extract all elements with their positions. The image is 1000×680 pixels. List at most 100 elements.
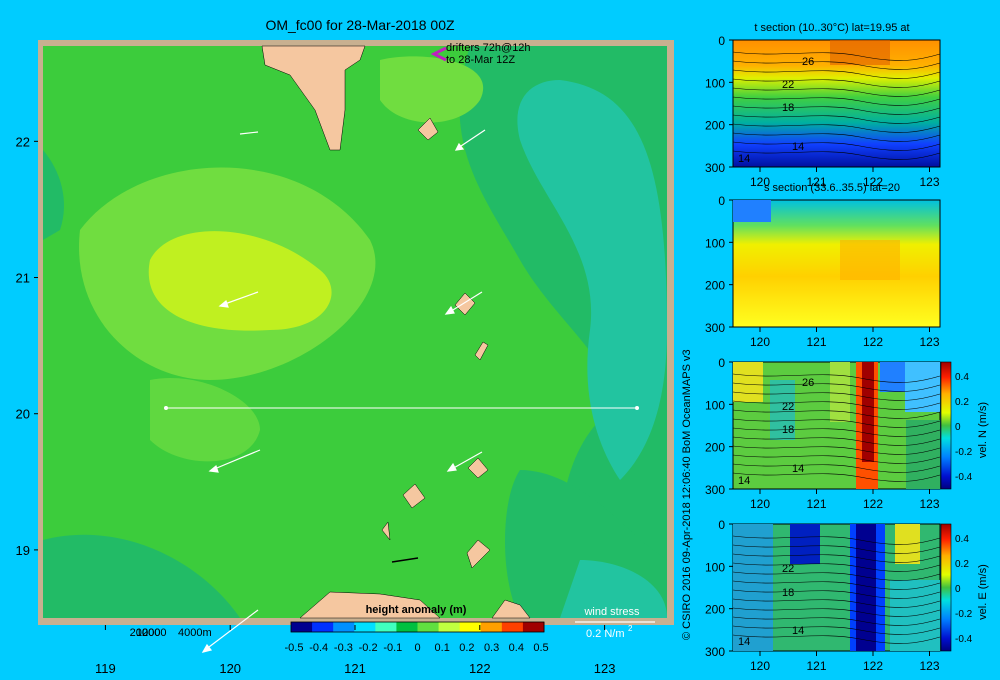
contour-label: 26 <box>802 377 814 389</box>
contour-line <box>732 436 941 446</box>
land-island <box>417 117 439 141</box>
lon-tick: 119 <box>95 661 116 676</box>
colorbar-title: height anomaly (m) <box>366 604 467 616</box>
contour-line <box>732 150 941 160</box>
contour-line <box>732 454 941 464</box>
map-panel <box>38 40 674 625</box>
wind-stress-label: wind stress <box>583 606 640 618</box>
colorbar-tick: 0.4 <box>955 534 969 545</box>
contour-line <box>732 373 941 383</box>
lon-tick: 122 <box>469 661 491 676</box>
contour-label: 14 <box>792 141 804 153</box>
contour-label: 14 <box>738 475 750 487</box>
colorbar-cell <box>333 622 355 632</box>
credit-text: © CSIRO 2016 09-Apr-2018 12:06:40 BoM Oc… <box>681 349 693 640</box>
panel-title: s section (33.6..35.5) lat=20 <box>764 182 900 194</box>
contour-line <box>732 472 941 482</box>
colorbar-tick: 0.2 <box>955 559 969 570</box>
colorbar-tick: -0.5 <box>285 642 304 654</box>
depth-tick: 200 <box>705 119 725 133</box>
depth-tick: 300 <box>705 161 725 175</box>
contour-line <box>732 427 941 437</box>
contour-label: 22 <box>782 401 794 413</box>
lon-tick: 123 <box>919 497 939 511</box>
lon-tick: 120 <box>219 661 241 676</box>
colorbar-label: vel. E (m/s) <box>977 564 989 620</box>
drifter-tracks <box>201 129 486 653</box>
contour-label: 14 <box>738 153 750 165</box>
panel-salinity: s section (33.6..35.5) lat=20 <box>732 182 941 328</box>
contour-line <box>732 391 941 401</box>
contour-label: 14 <box>792 625 804 637</box>
lat-tick: 22 <box>16 134 30 149</box>
contour-line <box>732 105 941 115</box>
map-lat-axis: 22 21 20 19 <box>16 134 38 558</box>
colorbar-tick: 0 <box>955 422 961 433</box>
lat-tick: 19 <box>16 543 30 558</box>
colorbar-tick: 0 <box>414 642 420 654</box>
contour-line <box>732 382 941 392</box>
contour-label: 14 <box>738 636 750 648</box>
lon-tick: 123 <box>919 175 939 189</box>
colorbar-cell <box>375 622 397 632</box>
colorbar-tick: -0.4 <box>309 642 328 654</box>
depth-tick: 200 <box>705 279 725 293</box>
depth-tick: 100 <box>705 76 725 90</box>
depth-tick: 100 <box>705 560 725 574</box>
contour-line <box>732 616 941 626</box>
lon-tick: 123 <box>919 659 939 673</box>
map-lon-axis: 119 120 121 122 123 <box>95 625 615 676</box>
land-luzon <box>491 599 531 619</box>
depth-legend: 2000 <box>142 627 166 639</box>
contour-line <box>732 96 941 106</box>
height-colorbar: height anomaly (m) -0.5 -0.4 -0.3 -0.2 -0.1 0… <box>285 604 549 654</box>
lat-tick: 21 <box>16 271 30 286</box>
contour-line <box>732 634 941 644</box>
contour-label: 26 <box>802 56 814 68</box>
contour-line <box>732 589 941 599</box>
contour-line <box>732 445 941 455</box>
contour-label: 18 <box>782 587 794 599</box>
colorbar-tick: 0.3 <box>484 642 499 654</box>
lon-tick: 120 <box>750 335 770 349</box>
contour-label: 14 <box>792 463 804 475</box>
lon-tick: 121 <box>806 497 826 511</box>
contour-line <box>732 51 941 61</box>
colorbar-cell <box>480 622 503 632</box>
colorbar-tick: 0 <box>955 584 961 595</box>
depth-legend: 4000m <box>178 627 212 639</box>
lon-tick: 122 <box>863 659 883 673</box>
contour-line <box>732 123 941 133</box>
colorbar-cell <box>312 622 334 632</box>
vel-e-colorbar <box>940 523 952 652</box>
vel-n-colorbar <box>940 361 952 490</box>
contour-line <box>732 409 941 419</box>
colorbar-cell <box>459 622 482 632</box>
colorbar-cell <box>522 622 545 632</box>
land-island <box>466 539 491 569</box>
contour-line <box>732 544 941 554</box>
colorbar-cell <box>396 622 418 632</box>
colorbar-tick: -0.2 <box>359 642 378 654</box>
land-island <box>467 457 489 479</box>
depth-tick: 0 <box>718 518 725 532</box>
lon-tick: 122 <box>863 175 883 189</box>
lon-tick: 120 <box>750 175 770 189</box>
panel-vel-e: 22 18 14 14 vel. E (m/s) <box>732 523 989 652</box>
colorbar-tick: -0.1 <box>383 642 402 654</box>
contour-line <box>732 607 941 617</box>
land-island <box>454 292 476 316</box>
lon-tick: 123 <box>919 335 939 349</box>
map-field <box>43 46 667 618</box>
colorbar-cell <box>354 622 376 632</box>
colorbar-tick: 0.2 <box>955 397 969 408</box>
contour-label: 18 <box>782 424 794 436</box>
lon-tick: 121 <box>806 175 826 189</box>
depth-tick: 0 <box>718 194 725 208</box>
panel-title: t section (10..30°C) lat=19.95 at <box>754 22 909 34</box>
wind-stress-sup: 2 <box>628 624 633 633</box>
lon-tick: 120 <box>750 659 770 673</box>
colorbar-label: vel. N (m/s) <box>977 402 989 458</box>
lon-tick: 121 <box>344 661 366 676</box>
